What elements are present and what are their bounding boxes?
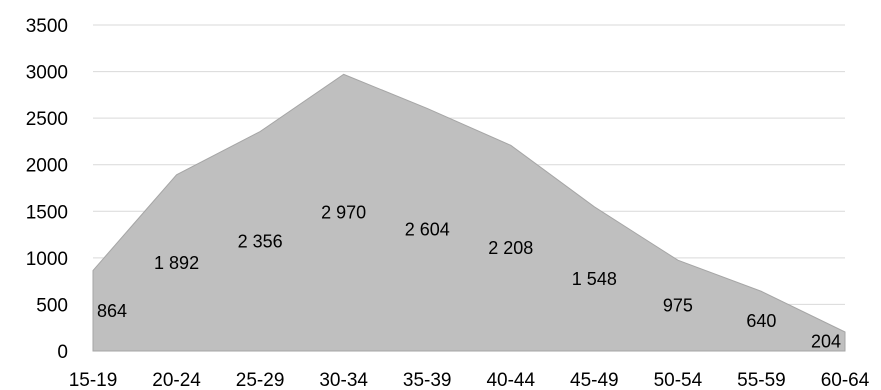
data-label: 2 604 — [405, 220, 450, 240]
data-label: 864 — [97, 301, 127, 321]
x-tick-label: 30-34 — [319, 370, 368, 390]
data-label: 640 — [746, 311, 776, 331]
x-tick-label: 25-29 — [236, 370, 285, 390]
data-labels: 864 1 892 2 356 2 970 2 604 2 208 1 548 975 640 2… — [97, 203, 841, 352]
data-label: 2 208 — [488, 238, 533, 258]
y-tick-label: 1000 — [26, 249, 68, 270]
data-label: 204 — [811, 331, 841, 351]
y-tick-label: 0 — [57, 342, 68, 363]
y-tick-label: 2000 — [26, 156, 68, 177]
x-tick-label: 50-54 — [654, 370, 703, 390]
x-tick-label: 35-39 — [403, 370, 452, 390]
data-label: 1 892 — [154, 253, 199, 273]
y-tick-label: 1500 — [26, 202, 68, 223]
data-label: 975 — [663, 296, 693, 316]
x-tick-label: 60-64 — [821, 370, 870, 390]
x-tick-label: 45-49 — [570, 370, 619, 390]
y-tick-label: 2500 — [26, 109, 68, 130]
data-label: 1 548 — [572, 269, 617, 289]
x-tick-label: 55-59 — [737, 370, 786, 390]
y-tick-label: 3000 — [26, 63, 68, 84]
x-tick-label: 15-19 — [69, 370, 118, 390]
y-tick-label: 500 — [36, 295, 68, 316]
data-label: 2 970 — [321, 203, 366, 223]
y-tick-label: 3500 — [26, 16, 68, 37]
data-label: 2 356 — [238, 231, 283, 251]
y-axis-ticks: 0 500 1000 1500 2000 2500 3000 3500 — [26, 16, 68, 363]
area-fill — [92, 73, 846, 352]
area-series — [92, 73, 846, 352]
x-tick-label: 40-44 — [486, 370, 535, 390]
x-axis-ticks: 15-19 20-24 25-29 30-34 35-39 40-44 45-49 50-54… — [69, 370, 870, 390]
x-tick-label: 20-24 — [152, 370, 201, 390]
